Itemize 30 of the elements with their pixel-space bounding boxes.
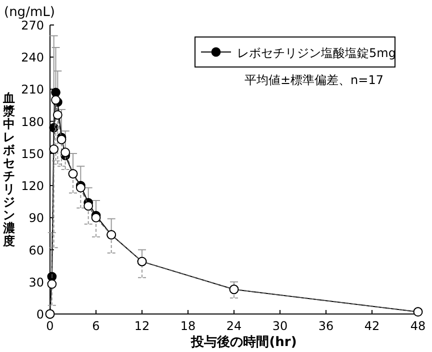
y-tick-label: 0 bbox=[36, 308, 44, 322]
y-tick-label: 210 bbox=[21, 82, 44, 97]
y-tick-label: 90 bbox=[28, 211, 44, 226]
x-tick-label: 30 bbox=[272, 319, 288, 333]
point bbox=[47, 279, 57, 289]
x-tick-label: 42 bbox=[364, 319, 380, 333]
legend: レボセチリジン塩酸塩錠5mg bbox=[194, 36, 396, 68]
x-tick-label: 6 bbox=[92, 319, 100, 333]
x-tick-label: 24 bbox=[226, 319, 242, 333]
point bbox=[84, 201, 94, 211]
x-tick-label: 36 bbox=[318, 319, 334, 333]
y-tick-label: 150 bbox=[21, 146, 44, 161]
point bbox=[60, 148, 70, 158]
point bbox=[49, 144, 59, 154]
legend-label: レボセチリジン塩酸塩錠5mg bbox=[237, 46, 396, 60]
annotation: 平均値±標準偏差、n=17 bbox=[244, 73, 384, 87]
y-tick-label: 120 bbox=[21, 179, 44, 194]
x-tick-label: 48 bbox=[410, 319, 426, 333]
text: 血漿中レボセチリジン濃度 bbox=[3, 91, 15, 248]
point bbox=[52, 110, 62, 120]
x-axis-title: 投与後の時間(hr) bbox=[190, 334, 297, 350]
x-tick-label: 18 bbox=[180, 319, 196, 333]
x-tick-label: 0 bbox=[46, 319, 54, 333]
text: (ng/mL) bbox=[4, 5, 55, 20]
x-tick-label: 12 bbox=[134, 319, 150, 333]
y-tick-label: 30 bbox=[28, 275, 44, 290]
y-tick-label: 240 bbox=[21, 50, 44, 65]
y-tick-label: 60 bbox=[28, 243, 44, 258]
y-tick-label: 270 bbox=[21, 18, 44, 32]
y-tick-label: 180 bbox=[21, 114, 44, 129]
